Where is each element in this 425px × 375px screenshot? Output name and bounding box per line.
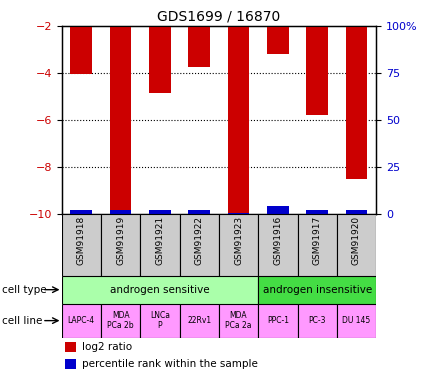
Bar	[188, 210, 210, 214]
Bar	[101, 214, 140, 276]
Bar	[267, 26, 289, 54]
Text: androgen insensitive: androgen insensitive	[263, 285, 372, 295]
Text: 22Rv1: 22Rv1	[187, 316, 211, 325]
Text: PPC-1: PPC-1	[267, 316, 289, 325]
Bar	[306, 210, 328, 214]
Bar	[337, 304, 376, 338]
Text: DU 145: DU 145	[343, 316, 371, 325]
Text: GSM91923: GSM91923	[234, 216, 243, 265]
Bar	[267, 206, 289, 214]
Bar	[346, 210, 367, 214]
Text: androgen sensitive: androgen sensitive	[110, 285, 210, 295]
Text: cell line: cell line	[2, 316, 42, 326]
Bar	[62, 304, 101, 338]
Bar	[228, 26, 249, 214]
Bar	[110, 26, 131, 214]
Text: GSM91916: GSM91916	[273, 216, 282, 265]
Bar	[188, 26, 210, 67]
Text: percentile rank within the sample: percentile rank within the sample	[82, 359, 258, 369]
Bar	[149, 210, 171, 214]
Bar	[65, 359, 76, 369]
Bar	[140, 214, 179, 276]
Text: GSM91917: GSM91917	[313, 216, 322, 265]
Bar	[219, 304, 258, 338]
Bar	[71, 26, 92, 74]
Bar	[258, 276, 376, 304]
Bar	[140, 304, 179, 338]
Bar	[337, 214, 376, 276]
Bar	[65, 342, 76, 352]
Text: LAPC-4: LAPC-4	[68, 316, 95, 325]
Text: MDA
PCa 2a: MDA PCa 2a	[225, 311, 252, 330]
Text: GSM91918: GSM91918	[77, 216, 86, 265]
Bar	[298, 304, 337, 338]
Bar	[306, 26, 328, 116]
Bar	[110, 210, 131, 214]
Text: cell type: cell type	[2, 285, 47, 295]
Bar	[62, 214, 101, 276]
Bar	[71, 210, 92, 214]
Bar	[149, 26, 171, 93]
Text: PC-3: PC-3	[309, 316, 326, 325]
Text: MDA
PCa 2b: MDA PCa 2b	[107, 311, 134, 330]
Bar	[228, 213, 249, 214]
Bar	[62, 276, 258, 304]
Text: GSM91920: GSM91920	[352, 216, 361, 265]
Text: GSM91919: GSM91919	[116, 216, 125, 265]
Bar	[101, 304, 140, 338]
Bar	[258, 214, 297, 276]
Text: log2 ratio: log2 ratio	[82, 342, 132, 352]
Bar	[179, 214, 219, 276]
Text: GSM91922: GSM91922	[195, 216, 204, 265]
Bar	[219, 214, 258, 276]
Text: LNCa
P: LNCa P	[150, 311, 170, 330]
Text: GSM91921: GSM91921	[156, 216, 164, 265]
Bar	[179, 304, 219, 338]
Bar	[298, 214, 337, 276]
Bar	[258, 304, 297, 338]
Bar	[346, 26, 367, 178]
Title: GDS1699 / 16870: GDS1699 / 16870	[157, 10, 280, 24]
